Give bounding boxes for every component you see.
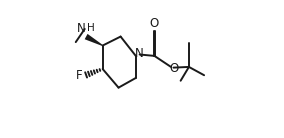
Polygon shape bbox=[85, 34, 103, 46]
Text: O: O bbox=[170, 62, 179, 75]
Text: H: H bbox=[87, 23, 95, 33]
Text: O: O bbox=[150, 17, 159, 30]
Text: N: N bbox=[77, 22, 85, 35]
Text: F: F bbox=[76, 69, 83, 82]
Text: N: N bbox=[135, 47, 144, 60]
